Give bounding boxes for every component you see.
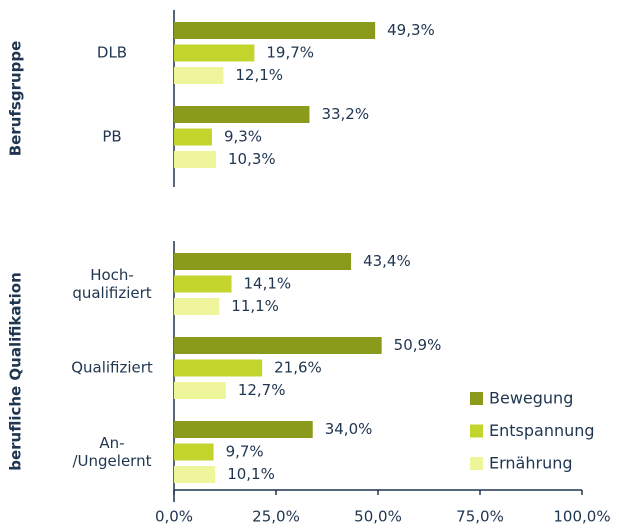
x-tick-label: 25,0%: [252, 508, 300, 526]
bar: [174, 128, 212, 146]
value-label: 10,3%: [228, 150, 276, 168]
category-label: Qualifiziert: [71, 359, 153, 377]
legend-swatch: [470, 457, 483, 470]
legend-label: Ernährung: [489, 454, 573, 473]
bar: [174, 298, 220, 315]
category-label: Hoch-qualifiziert: [72, 266, 151, 302]
bar: [174, 443, 214, 461]
x-tick-label: 50,0%: [354, 508, 402, 526]
value-label: 11,1%: [231, 297, 279, 315]
value-label: 34,0%: [325, 420, 373, 438]
value-label: 49,3%: [387, 21, 435, 39]
legend-label: Entspannung: [489, 421, 595, 440]
bar: [174, 382, 226, 399]
bar: [174, 106, 310, 123]
category-label: An-/Ungelernt: [73, 434, 152, 470]
bar: [174, 359, 263, 377]
value-label: 21,6%: [274, 359, 322, 377]
value-label: 43,4%: [363, 252, 411, 270]
x-tick-label: 100,0%: [553, 508, 610, 526]
bar: [174, 22, 376, 39]
category-label: PB: [102, 128, 121, 146]
value-label: 10,1%: [227, 465, 275, 483]
legend-label: Bewegung: [489, 389, 573, 408]
bar: [174, 275, 232, 293]
group-label: Berufsgruppe: [7, 41, 25, 157]
category-label: DLB: [97, 44, 127, 62]
value-label: 12,1%: [235, 66, 283, 84]
value-label: 19,7%: [266, 44, 314, 62]
bar: [174, 67, 224, 84]
x-tick-label: 75,0%: [456, 508, 504, 526]
bar: [174, 44, 255, 62]
value-label: 33,2%: [321, 105, 369, 123]
value-label: 50,9%: [394, 336, 442, 354]
bar: [174, 151, 217, 168]
legend-swatch: [470, 392, 483, 405]
bar: [174, 421, 313, 438]
value-label: 9,3%: [224, 128, 262, 146]
legend-swatch: [470, 424, 483, 438]
group-label: berufliche Qualifikation: [7, 272, 25, 471]
value-label: 9,7%: [226, 443, 264, 461]
value-label: 14,1%: [244, 275, 292, 293]
bar: [174, 337, 382, 354]
bar: [174, 466, 216, 483]
x-tick-label: 0,0%: [155, 508, 193, 526]
value-label: 12,7%: [238, 381, 286, 399]
bar: [174, 253, 352, 270]
